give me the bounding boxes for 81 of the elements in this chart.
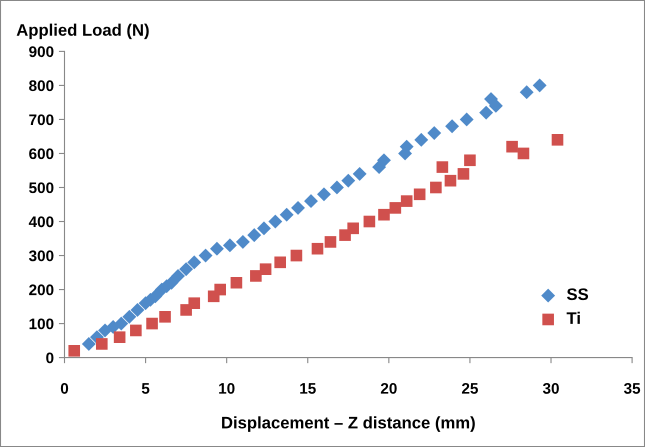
point	[436, 161, 448, 173]
point	[532, 78, 547, 92]
y-tick-label: 0	[46, 352, 54, 364]
y-tick-label: 200	[29, 284, 54, 296]
point	[130, 303, 144, 317]
point	[114, 316, 128, 331]
x-tick-label: 35	[624, 383, 640, 394]
y-tick-label: 400	[28, 216, 54, 228]
point	[352, 166, 367, 181]
point	[250, 270, 262, 282]
y-tick-label: 300	[28, 250, 54, 262]
point	[171, 269, 185, 283]
point	[82, 337, 96, 351]
point	[312, 242, 324, 255]
point	[414, 132, 428, 147]
point	[114, 331, 126, 343]
x-tick-label: 20	[380, 383, 397, 394]
point	[291, 200, 305, 215]
point	[400, 195, 412, 207]
x-tick-label: 5	[142, 383, 150, 394]
point	[179, 262, 194, 276]
point	[341, 174, 356, 188]
point	[247, 228, 262, 242]
y-tick-label: 600	[29, 148, 54, 160]
point	[330, 180, 344, 194]
point	[222, 238, 237, 252]
y-tick-label: 700	[29, 114, 54, 126]
point	[130, 324, 142, 336]
y-tick-label: 500	[29, 182, 54, 194]
point	[290, 250, 302, 262]
point	[460, 112, 474, 126]
point	[257, 221, 271, 236]
y-axis-title: Applied Load (N)	[16, 24, 149, 40]
point	[324, 236, 336, 248]
point	[210, 242, 224, 256]
point	[268, 214, 282, 228]
point	[464, 154, 476, 166]
point	[427, 126, 442, 140]
point	[214, 284, 226, 296]
point	[230, 276, 242, 289]
point	[552, 134, 564, 146]
y-tick-label: 800	[29, 80, 54, 92]
point	[198, 248, 213, 262]
point	[122, 310, 136, 324]
point	[187, 255, 202, 270]
point	[445, 119, 460, 134]
point	[260, 263, 272, 275]
x-tick-label: 30	[542, 383, 559, 394]
x-tick-label: 10	[219, 383, 235, 394]
y-tick-label: 900	[29, 46, 54, 58]
point	[68, 344, 80, 357]
point	[364, 216, 376, 228]
point	[188, 297, 200, 309]
point	[479, 106, 494, 120]
point	[96, 338, 108, 350]
point	[444, 174, 456, 186]
point	[378, 208, 390, 221]
point	[520, 85, 534, 100]
point	[506, 140, 518, 152]
y-tick-label: 100	[30, 318, 54, 330]
point	[458, 168, 470, 180]
legend-label: Ti	[566, 312, 580, 324]
point	[430, 182, 442, 194]
point	[280, 208, 294, 222]
point	[304, 194, 318, 208]
point	[236, 234, 250, 249]
point	[377, 153, 391, 168]
point	[146, 318, 158, 330]
point	[317, 187, 331, 202]
point	[347, 222, 359, 234]
x-axis-title: Displacement – Z distance (mm)	[222, 416, 475, 432]
point	[390, 202, 402, 214]
legend-label: SS	[566, 288, 588, 300]
point	[274, 256, 286, 268]
x-tick-label: 25	[462, 383, 478, 394]
point	[414, 188, 426, 200]
point	[159, 310, 171, 323]
x-tick-label: 0	[60, 383, 68, 394]
point	[488, 98, 503, 113]
x-tick-label: 15	[300, 383, 316, 394]
point	[518, 148, 530, 160]
